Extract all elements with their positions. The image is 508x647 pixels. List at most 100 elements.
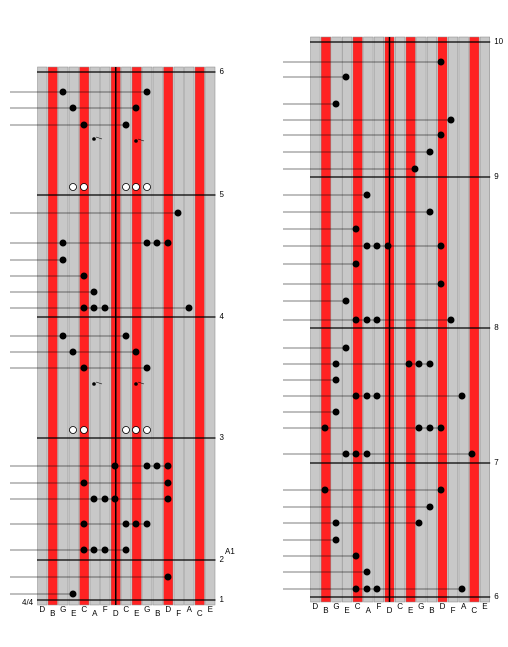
key-column <box>437 36 448 603</box>
open-note <box>80 426 88 434</box>
key-column <box>173 66 184 606</box>
note <box>384 242 392 250</box>
key-label: C <box>471 606 477 615</box>
note <box>80 121 88 129</box>
key-label: E <box>408 606 413 615</box>
key-label: B <box>155 609 160 618</box>
key-label: E <box>208 605 213 614</box>
key-column <box>469 36 480 603</box>
note <box>458 392 466 400</box>
key-column <box>416 36 427 603</box>
measure-number: 2 <box>220 555 225 564</box>
key-label: D <box>387 606 393 615</box>
open-note <box>69 426 77 434</box>
key-label: F <box>451 606 456 615</box>
open-note <box>69 183 77 191</box>
open-note <box>122 183 130 191</box>
measure-number: 9 <box>494 172 499 181</box>
note <box>426 424 434 432</box>
key-label: G <box>144 605 150 614</box>
note <box>405 360 413 368</box>
note <box>59 332 67 340</box>
key-label: E <box>134 609 139 618</box>
note <box>164 239 172 247</box>
key-label: F <box>376 602 381 611</box>
note <box>122 121 130 129</box>
note <box>332 360 340 368</box>
key-label: B <box>50 609 55 618</box>
note <box>185 304 193 312</box>
note <box>332 408 340 416</box>
key-column <box>479 36 490 603</box>
time-signature: 4/4 <box>22 598 34 607</box>
note <box>101 304 109 312</box>
key-column <box>152 66 163 606</box>
key-label: D <box>440 602 446 611</box>
key-label: G <box>333 602 339 611</box>
measure-number: 1 <box>220 595 225 604</box>
note <box>69 104 77 112</box>
note <box>164 479 172 487</box>
note <box>80 546 88 554</box>
measure-number: 8 <box>494 323 499 332</box>
grace-flag <box>95 381 103 385</box>
note <box>101 546 109 554</box>
key-label: D <box>113 609 119 618</box>
key-label: G <box>60 605 66 614</box>
key-column <box>458 36 469 603</box>
key-column <box>331 36 342 603</box>
note <box>69 348 77 356</box>
note <box>363 242 371 250</box>
note <box>332 100 340 108</box>
open-note <box>122 426 130 434</box>
key-label: F <box>176 609 181 618</box>
key-label: E <box>344 606 349 615</box>
note <box>321 486 329 494</box>
note <box>80 304 88 312</box>
note <box>132 104 140 112</box>
note <box>468 450 476 458</box>
note <box>415 360 423 368</box>
key-column <box>194 66 205 606</box>
note <box>332 536 340 544</box>
note <box>122 332 130 340</box>
key-label: F <box>103 605 108 614</box>
note <box>69 590 77 598</box>
key-label: C <box>197 609 203 618</box>
note <box>80 364 88 372</box>
key-column <box>405 36 416 603</box>
grace-note <box>92 137 96 141</box>
key-label: A <box>461 602 467 611</box>
note <box>352 552 360 560</box>
note <box>363 568 371 576</box>
note <box>342 73 350 81</box>
grace-flag <box>137 138 145 142</box>
grace-flag <box>95 136 103 140</box>
open-note <box>80 183 88 191</box>
marker-label: A1 <box>225 547 235 556</box>
measure-number: 6 <box>494 592 499 601</box>
note <box>363 450 371 458</box>
note <box>415 519 423 527</box>
note <box>426 148 434 156</box>
note <box>132 520 140 528</box>
key-label: E <box>482 602 487 611</box>
note <box>90 546 98 554</box>
key-column <box>310 36 321 603</box>
note <box>411 165 419 173</box>
note <box>101 495 109 503</box>
note <box>426 208 434 216</box>
note <box>153 239 161 247</box>
measure-number: 4 <box>220 312 225 321</box>
key-column <box>163 66 174 606</box>
note <box>111 462 119 470</box>
note <box>90 495 98 503</box>
note <box>447 316 455 324</box>
open-note <box>132 183 140 191</box>
key-label: A <box>187 605 193 614</box>
note <box>363 191 371 199</box>
note <box>415 424 423 432</box>
note <box>80 520 88 528</box>
